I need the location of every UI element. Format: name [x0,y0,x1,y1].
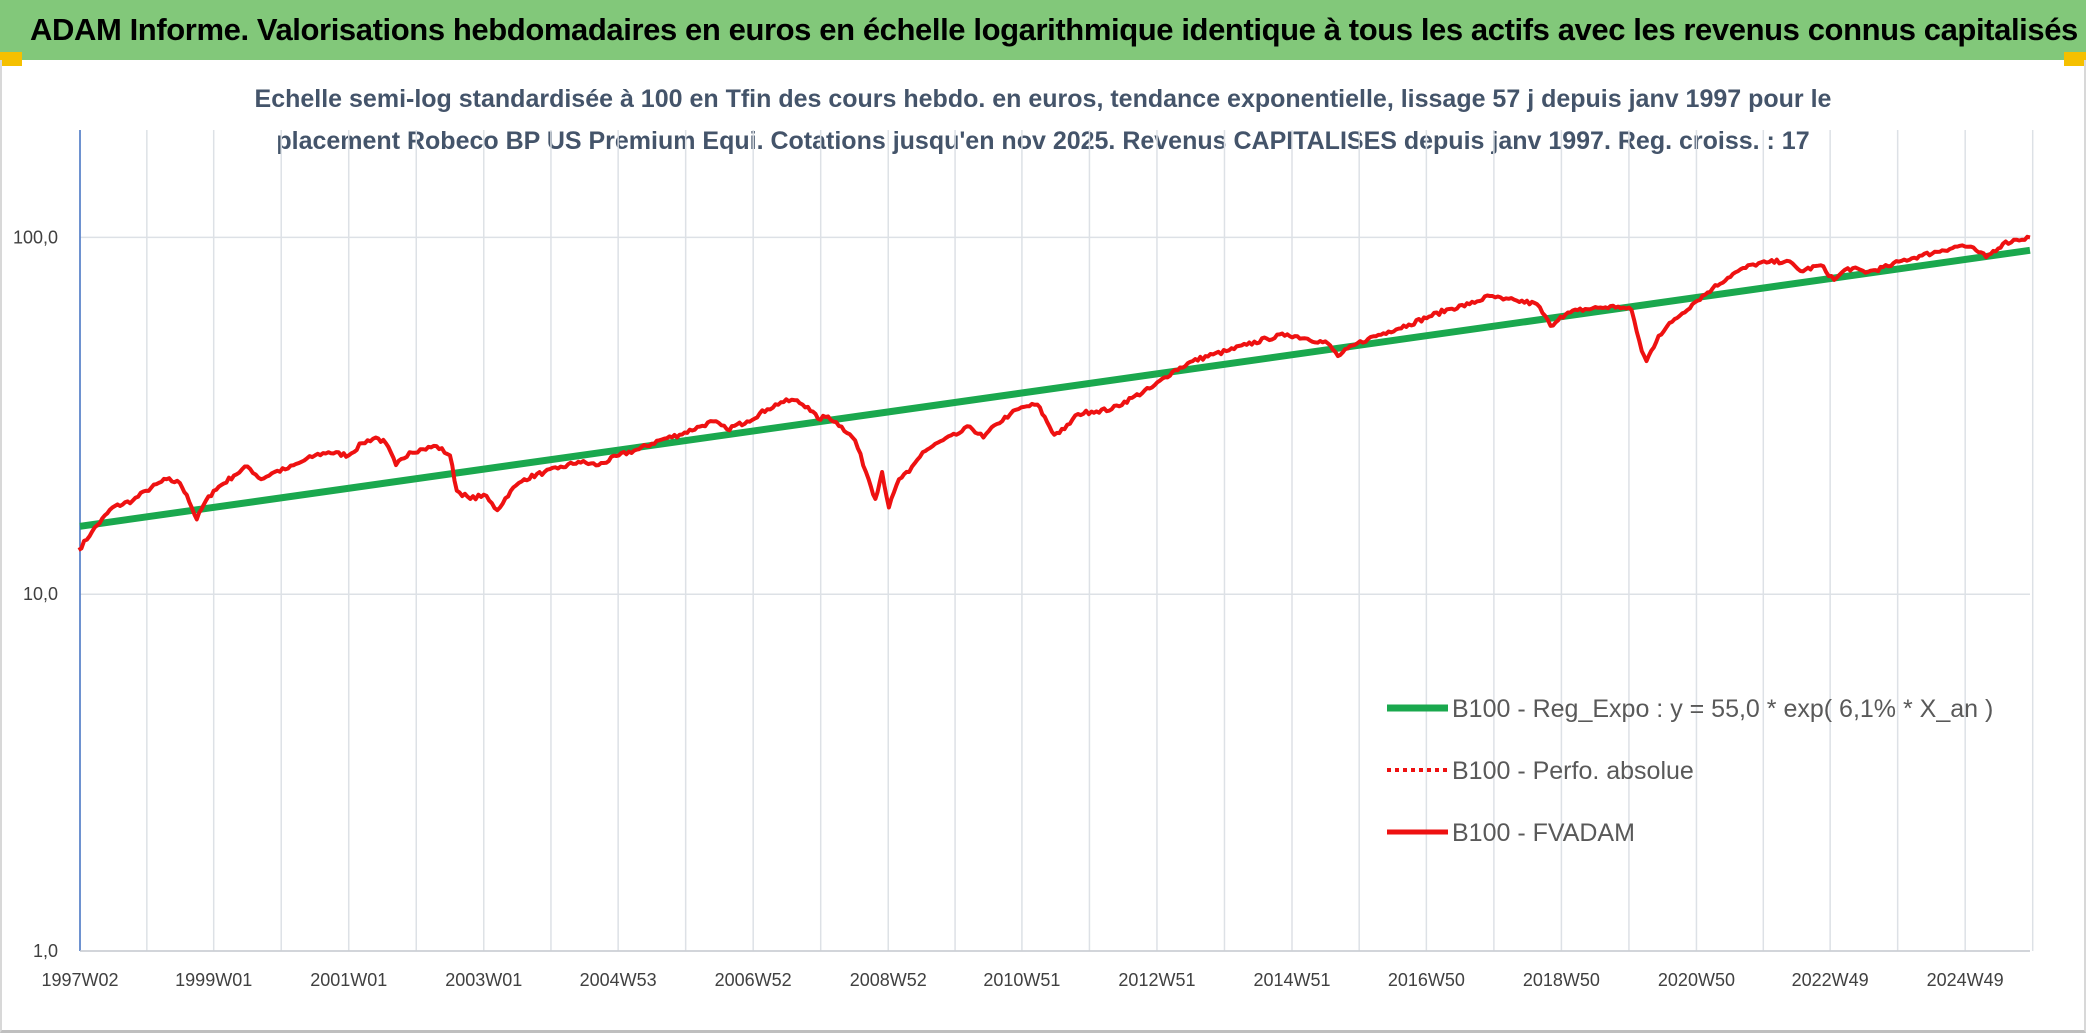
legend-item-perfo-absolue: B100 - Perfo. absolue [1387,757,1694,785]
chart: Echelle semi-log standardisée à 100 en T… [13,85,2034,990]
legend-label: B100 - Perfo. absolue [1452,757,1694,785]
x-tick-label: 2024W49 [1927,970,2004,990]
y-tick-label: 100,0 [13,227,58,247]
x-tick-label: 1999W01 [175,970,252,990]
x-tick-label: 2012W51 [1118,970,1195,990]
series-line-fvadam [77,234,2031,552]
legend-label: B100 - FVADAM [1452,819,1635,847]
x-tick-label: 2001W01 [310,970,387,990]
chart-subtitle-line-2: placement Robeco BP US Premium Equi. Cot… [276,127,1809,155]
page-title: ADAM Informe. Valorisations hebdomadaire… [30,12,2078,47]
axes: 1,0 10,0 100,0 1997W02 1999W01 2001W01 2003W01… [13,130,2030,990]
series [77,234,2031,552]
x-tick-label: 2018W50 [1523,970,1600,990]
y-tick-label: 10,0 [23,584,58,604]
header-bar: ADAM Informe. Valorisations hebdomadaire… [0,0,2086,60]
corner-accent-right [2064,52,2086,66]
x-tick-label: 2014W51 [1253,970,1330,990]
x-tick-label: 2008W52 [850,970,927,990]
legend: B100 - Reg_Expo : y = 55,0 * exp( 6,1% *… [1387,695,1993,847]
y-tick-label: 1,0 [33,941,58,961]
chart-subtitle-line-1: Echelle semi-log standardisée à 100 en T… [255,85,1832,113]
legend-item-fvadam: B100 - FVADAM [1387,819,1635,847]
x-tick-label: 2016W50 [1388,970,1465,990]
x-tick-label: 1997W02 [41,970,118,990]
x-tick-label: 2003W01 [445,970,522,990]
x-tick-label: 2020W50 [1658,970,1735,990]
x-tick-label: 2006W52 [715,970,792,990]
corner-accent-left [0,52,22,66]
x-tick-label: 2022W49 [1792,970,1869,990]
legend-item-reg-expo: B100 - Reg_Expo : y = 55,0 * exp( 6,1% *… [1387,695,1993,723]
legend-label: B100 - Reg_Expo : y = 55,0 * exp( 6,1% *… [1452,695,1993,723]
x-tick-label: 2004W53 [580,970,657,990]
chart-frame: Echelle semi-log standardisée à 100 en T… [0,60,2086,1033]
x-tick-label: 2010W51 [983,970,1060,990]
series-line-reg-expo [79,246,2031,530]
grid [79,130,2034,952]
